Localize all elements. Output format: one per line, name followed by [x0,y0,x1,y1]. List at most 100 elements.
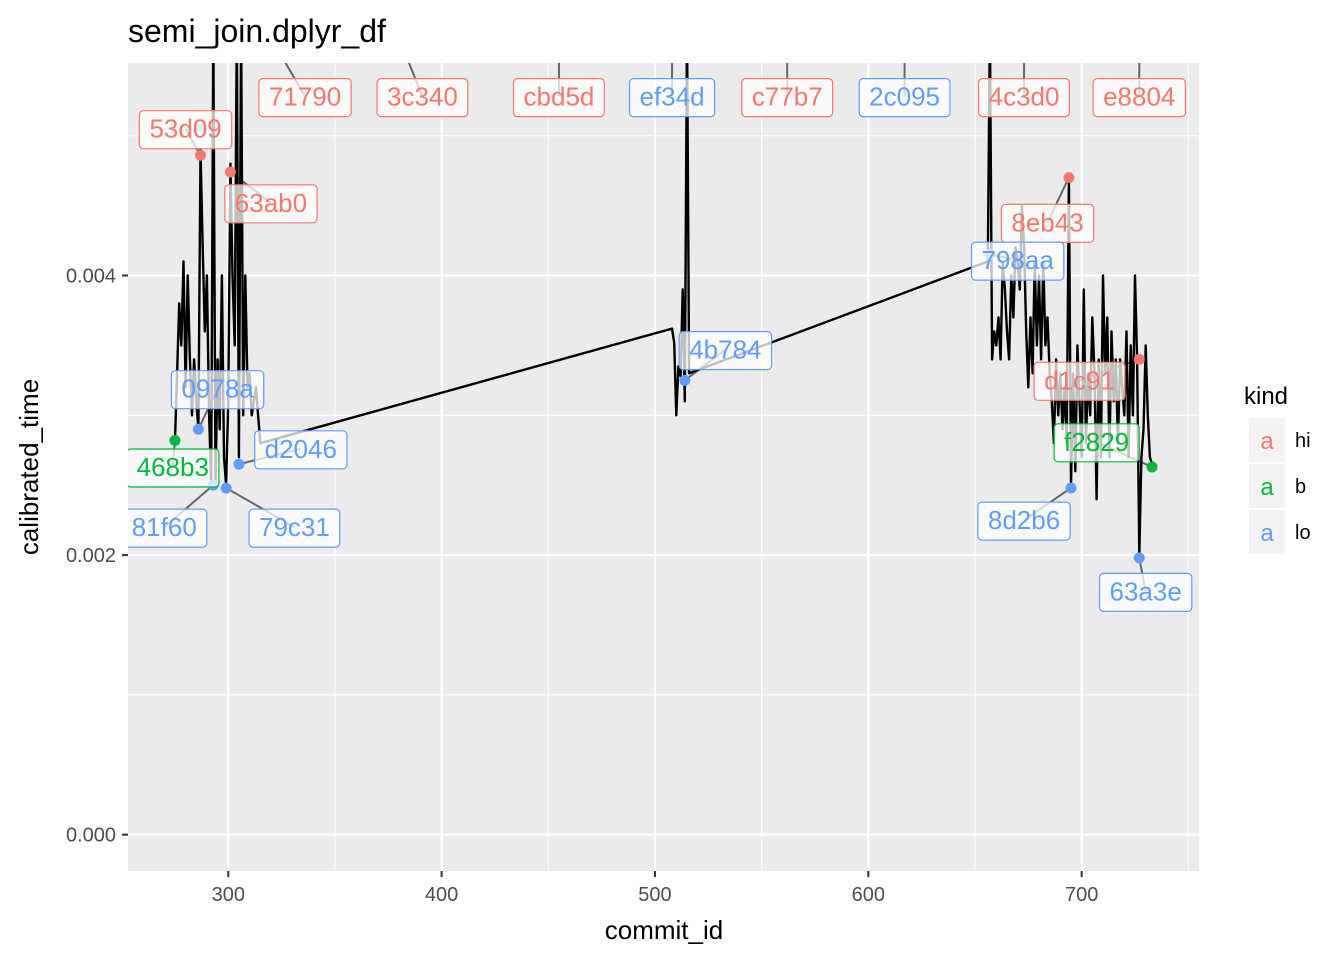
legend-label: lo [1295,522,1311,544]
point-label-box [138,110,233,150]
highlight-point [192,423,204,435]
x-tick-label: 700 [1065,884,1098,906]
highlight-point [169,434,181,446]
x-tick-label: 300 [212,884,245,906]
y-tick-label: 0.004 [66,265,116,287]
x-axis-title: commit_id [605,915,723,945]
point-label-box [858,77,951,118]
highlight-points [169,149,1158,564]
point-label: 798aa [970,241,1065,281]
highlight-point [195,149,207,161]
point-label: ef34d [628,77,716,118]
point-label-text: ef34d [639,82,704,112]
point-label-box [128,448,220,488]
point-label-text: cbd5d [524,82,595,112]
point-label-box [512,77,605,118]
point-label-text: e8804 [1103,82,1175,112]
point-label-text: 8d2b6 [988,505,1060,535]
point-label: e8804 [1092,77,1186,118]
legend: kind a hia ba lo [1244,383,1311,554]
point-label: 53d09 [138,110,233,150]
point-label: 468b3 [128,448,220,488]
point-label-box [1033,361,1126,401]
y-tick-label: 0.002 [66,545,116,567]
point-label-text: 63ab0 [235,188,307,218]
point-label-box [254,430,348,470]
point-label-box [977,501,1071,541]
point-label-text: f2829 [1064,427,1129,457]
highlight-point [224,166,236,178]
legend-key-glyph: a [1260,474,1274,501]
point-label-box [678,331,773,371]
point-label-box [741,77,834,118]
x-tick-label: 400 [425,884,458,906]
point-label-text: 2c095 [869,82,940,112]
point-label-text: 53d09 [149,114,221,144]
legend-key [1249,510,1285,554]
point-label-text: 71790 [269,82,341,112]
point-label-box [1092,77,1186,118]
highlight-point [220,482,232,494]
point-label-text: 798aa [981,245,1054,275]
point-label: d2046 [254,430,348,470]
legend-title: kind [1244,383,1288,410]
point-label: 0978a [170,370,265,410]
point-label-text: 3c340 [387,82,458,112]
point-label-text: d1c91 [1044,365,1115,395]
point-label: 4b784 [678,331,773,371]
point-label-box [224,184,318,224]
grid-minor [128,63,1199,871]
point-label-box [258,77,352,118]
point-label-box [977,77,1070,118]
legend-entry-lo: a lo [1249,510,1311,554]
point-label: f2829 [1053,423,1140,463]
point-label: d1c91 [1033,361,1126,401]
point-labels: 53d09 63ab0 71790 3c340 cbd5d ef34d c77b7 2c095… [128,77,1193,613]
point-label: 81f60 [128,508,208,548]
point-label: 8eb43 [1000,203,1095,243]
point-label-box [628,77,716,118]
point-label-text: c77b7 [752,82,823,112]
y-tick-label: 0.000 [66,825,116,847]
legend-key-glyph: a [1260,428,1274,455]
chart-title: semi_join.dplyr_df [128,13,386,49]
point-label: 4c3d0 [977,77,1070,118]
point-label: 3c340 [376,77,469,118]
legend-key [1249,464,1285,508]
highlight-point [1133,552,1145,564]
point-label-text: 4c3d0 [989,82,1060,112]
highlight-point [1065,482,1077,494]
point-label-box [128,508,208,548]
highlight-point [1146,461,1158,473]
legend-entry-hi: a hi [1249,418,1311,462]
point-label: 79c31 [248,508,341,548]
legend-label: hi [1295,430,1311,452]
point-label-text: 81f60 [132,512,197,542]
point-label: 71790 [258,77,352,118]
point-label-box [1053,423,1140,463]
x-axis: 300 400 500 600 700 [212,871,1098,906]
point-label-text: 79c31 [259,512,330,542]
point-label-text: 8eb43 [1011,207,1083,237]
legend-key-glyph: a [1260,520,1274,547]
highlight-point [1133,353,1145,365]
point-label: c77b7 [741,77,834,118]
point-label-text: 468b3 [137,452,209,482]
point-label-text: 63a3e [1110,576,1182,606]
highlight-point [1063,172,1075,184]
x-tick-label: 600 [852,884,885,906]
highlight-point [233,458,245,470]
point-label-box [248,508,341,548]
point-label-text: 4b784 [689,335,761,365]
point-label-box [970,241,1065,281]
point-label-text: d2046 [265,434,337,464]
point-label-box [1098,572,1193,613]
point-label: 8d2b6 [977,501,1071,541]
point-label: 2c095 [858,77,951,118]
legend-key [1249,418,1285,462]
x-tick-label: 500 [638,884,671,906]
point-label-box [170,370,265,410]
point-label-text: 0978a [181,374,254,404]
